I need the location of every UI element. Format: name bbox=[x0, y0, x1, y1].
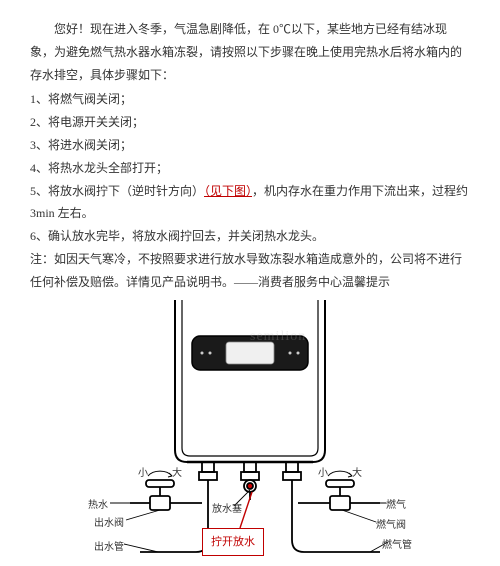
diagram-container: semilion 小 大 热水 出水阀 出水管 放水塞 小 大 燃气 燃气阀 燃… bbox=[30, 300, 470, 560]
label-big-right: 大 bbox=[352, 464, 362, 483]
step-5a: 5、将放水阀拧下（逆时针方向） bbox=[30, 184, 204, 198]
label-gasvalve: 燃气阀 bbox=[376, 516, 406, 535]
label-drainplug: 放水塞 bbox=[212, 500, 242, 519]
label-outvalve: 出水阀 bbox=[94, 514, 124, 533]
label-outpipe: 出水管 bbox=[94, 538, 124, 557]
label-gas: 燃气 bbox=[386, 496, 406, 515]
step-5-link: （见下图） bbox=[204, 184, 252, 198]
label-gaspipe: 燃气管 bbox=[382, 536, 412, 555]
step-1: 1、将燃气阀关闭； bbox=[30, 88, 470, 111]
step-4: 4、将热水龙头全部打开； bbox=[30, 157, 470, 180]
label-small-left: 小 bbox=[138, 464, 148, 483]
callout-drain: 拧开放水 bbox=[202, 528, 264, 557]
steps-list: 1、将燃气阀关闭； 2、将电源开关关闭； 3、将进水阀关闭； 4、将热水龙头全部… bbox=[30, 88, 470, 248]
step-3: 3、将进水阀关闭； bbox=[30, 134, 470, 157]
label-hotwater: 热水 bbox=[88, 496, 108, 515]
step-5: 5、将放水阀拧下（逆时针方向）（见下图），机内存水在重力作用下流出来，过程约 3… bbox=[30, 180, 470, 226]
label-big-left: 大 bbox=[172, 464, 182, 483]
note-paragraph: 注：如因天气寒冷，不按照要求进行放水导致冻裂水箱造成意外的，公司将不进行任何补偿… bbox=[30, 248, 470, 294]
step-6: 6、确认放水完毕，将放水阀拧回去，并关闭热水龙头。 bbox=[30, 225, 470, 248]
step-2: 2、将电源开关关闭； bbox=[30, 111, 470, 134]
label-small-right: 小 bbox=[318, 464, 328, 483]
intro-paragraph: 您好！现在进入冬季，气温急剧降低，在 0℃以下，某些地方已经有结冰现象，为避免燃… bbox=[30, 18, 470, 86]
heater-diagram: semilion 小 大 热水 出水阀 出水管 放水塞 小 大 燃气 燃气阀 燃… bbox=[80, 300, 420, 560]
